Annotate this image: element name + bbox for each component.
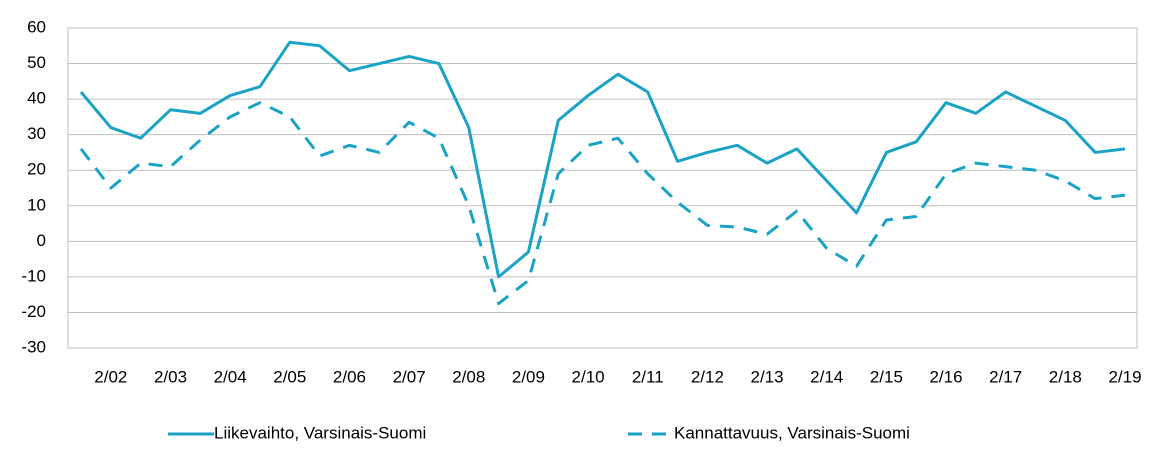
line-series [79, 101, 1126, 306]
y-tick-label: 0 [37, 231, 46, 250]
y-tick-label: 60 [27, 17, 46, 36]
y-tick-label: -10 [21, 266, 46, 285]
x-tick-label: 2/15 [870, 367, 903, 386]
x-tick-label: 2/19 [1108, 367, 1141, 386]
x-tick-label: 2/06 [333, 367, 366, 386]
x-tick-label: 2/14 [810, 367, 843, 386]
legend-label: Liikevaihto, Varsinais-Suomi [214, 423, 426, 442]
y-tick-label: -30 [21, 337, 46, 356]
x-tick-label: 2/12 [691, 367, 724, 386]
x-tick-label: 2/07 [393, 367, 426, 386]
x-tick-label: 2/13 [751, 367, 784, 386]
x-tick-label: 2/10 [572, 367, 605, 386]
x-tick-label: 2/02 [94, 367, 127, 386]
y-tick-label: 10 [27, 195, 46, 214]
x-tick-label: 2/08 [452, 367, 485, 386]
y-tick-label: 50 [27, 53, 46, 72]
x-tick-label: 2/03 [154, 367, 187, 386]
legend-label: Kannattavuus, Varsinais-Suomi [674, 423, 910, 442]
x-tick-label: 2/04 [214, 367, 247, 386]
line-series [79, 40, 1126, 279]
plot-border [67, 27, 1138, 349]
y-tick-label: 40 [27, 89, 46, 108]
x-tick-label: 2/16 [929, 367, 962, 386]
y-tick-label: -20 [21, 302, 46, 321]
x-tick-label: 2/09 [512, 367, 545, 386]
x-tick-label: 2/05 [273, 367, 306, 386]
x-tick-label: 2/17 [989, 367, 1022, 386]
x-tick-label: 2/11 [632, 367, 664, 386]
x-tick-label: 2/18 [1049, 367, 1082, 386]
y-tick-label: 20 [27, 160, 46, 179]
y-tick-label: 30 [27, 124, 46, 143]
